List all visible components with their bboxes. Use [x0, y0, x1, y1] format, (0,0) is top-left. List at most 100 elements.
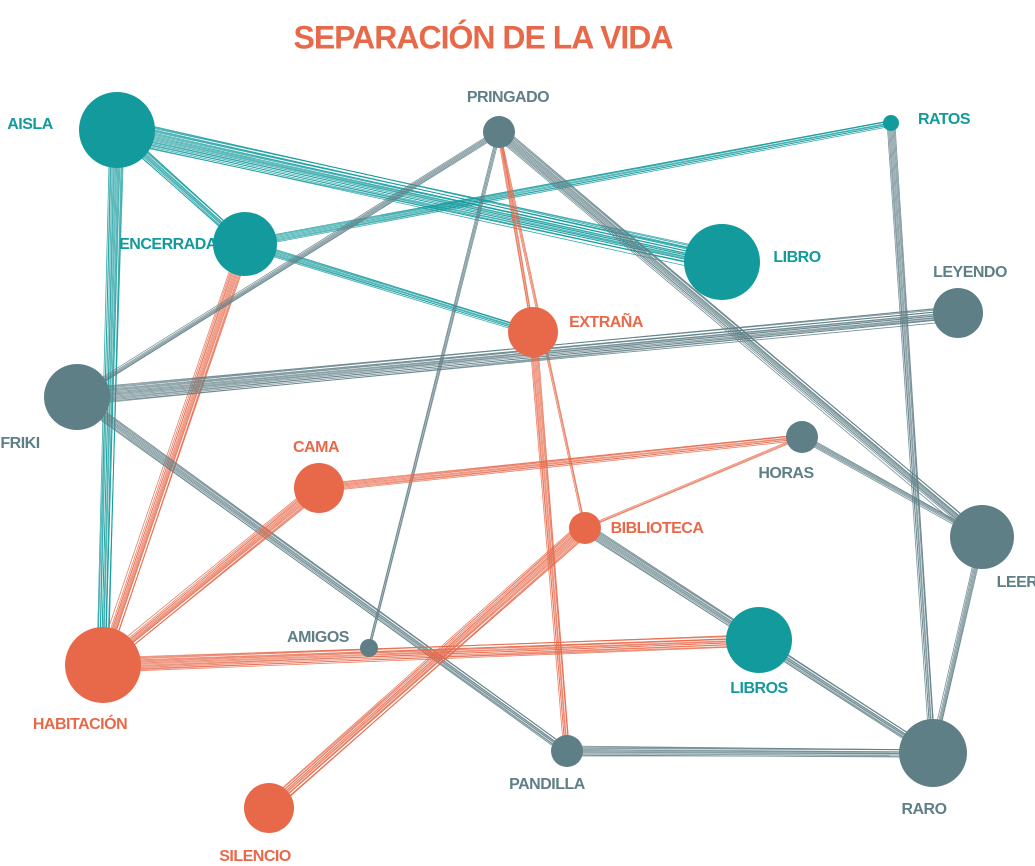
- edge-line: [801, 437, 983, 538]
- edge-line: [318, 434, 802, 486]
- edge-line: [103, 641, 760, 669]
- edge-line: [496, 134, 981, 540]
- edge-line: [272, 531, 589, 813]
- edge-line: [367, 131, 498, 648]
- edge-line: [567, 748, 934, 753]
- edge-line: [584, 435, 802, 528]
- edge-line: [566, 753, 933, 756]
- edge-line: [801, 438, 982, 539]
- edge-line: [75, 129, 498, 395]
- node: [786, 421, 818, 453]
- edge-line: [319, 438, 803, 492]
- edge-line: [76, 312, 958, 397]
- node-label: FRIKI: [0, 435, 39, 452]
- edge-line: [100, 242, 242, 665]
- edge-line: [532, 332, 567, 752]
- edge-line: [266, 523, 582, 806]
- edge-line: [932, 536, 982, 754]
- edge-line: [77, 313, 959, 400]
- edge-line: [102, 243, 245, 666]
- edge-line: [114, 140, 721, 270]
- edge-line: [319, 437, 803, 489]
- node: [244, 783, 294, 833]
- edge-line: [103, 645, 760, 673]
- edge-line: [100, 483, 317, 663]
- node: [684, 224, 760, 300]
- edge-line: [101, 486, 319, 665]
- edge-line: [77, 313, 959, 398]
- edge-line: [77, 133, 501, 399]
- edge-line: [101, 243, 244, 665]
- node-label: LEYENDO: [933, 264, 1007, 281]
- edge-line: [119, 118, 724, 256]
- edge-line: [929, 536, 980, 753]
- edge-line: [76, 131, 499, 398]
- node: [950, 505, 1014, 569]
- edge-line: [76, 309, 958, 395]
- edge-line: [266, 524, 583, 806]
- nodes: AISLA PRINGADO RATOS ENCERRADA LIBRO LEYENDO E…: [0, 89, 1035, 865]
- edge-line: [102, 487, 319, 666]
- edge-line: [77, 396, 568, 751]
- edge-line: [115, 134, 722, 266]
- node-label: HORAS: [758, 465, 814, 482]
- node-label: BIBLIOTECA: [611, 520, 705, 537]
- node-label: EXTRAÑA: [569, 311, 644, 331]
- node: [508, 307, 558, 357]
- edge-line: [77, 314, 959, 401]
- edge-line: [75, 398, 566, 754]
- edge-line: [101, 484, 317, 664]
- edge-line: [585, 437, 803, 529]
- edge-line: [369, 132, 500, 649]
- edge-line: [98, 483, 316, 661]
- edge-line: [116, 131, 722, 264]
- node: [44, 364, 110, 430]
- edge-line: [802, 435, 983, 537]
- edge-line: [245, 243, 534, 333]
- edge-line: [802, 436, 983, 537]
- title: SEPARACIÓN DE LA VIDA: [293, 19, 673, 55]
- node-label: PANDILLA: [509, 776, 586, 793]
- node: [899, 719, 967, 787]
- edge-line: [77, 395, 568, 751]
- edge-line: [77, 132, 500, 398]
- edge-line: [103, 643, 760, 672]
- edge-line: [114, 138, 721, 271]
- node: [483, 116, 515, 148]
- edge-line: [243, 247, 533, 336]
- edge-line: [933, 537, 984, 754]
- node: [213, 212, 277, 276]
- edge-line: [103, 642, 760, 670]
- node: [294, 463, 344, 513]
- node-label: LIBRO: [773, 249, 820, 266]
- edge-line: [103, 640, 760, 666]
- edge-line: [584, 436, 803, 529]
- edge-line: [77, 315, 959, 403]
- edge-line: [497, 132, 982, 539]
- node: [360, 639, 378, 657]
- edge-line: [102, 634, 759, 661]
- edge-line: [103, 244, 247, 666]
- edge-line: [369, 132, 501, 649]
- edge-line: [244, 246, 533, 334]
- edge-line: [76, 397, 567, 752]
- edge-line: [535, 331, 570, 751]
- node-label: AMIGOS: [287, 629, 350, 646]
- edge-line: [892, 122, 936, 753]
- edge-line: [98, 242, 241, 664]
- node: [65, 627, 141, 703]
- node: [726, 607, 792, 673]
- edge-line: [244, 244, 533, 333]
- edge-line: [566, 752, 933, 755]
- edge-line: [267, 525, 584, 808]
- edge-line: [102, 637, 759, 663]
- edge-line: [268, 527, 585, 808]
- edge-line: [319, 439, 803, 493]
- edge-line: [245, 242, 534, 331]
- edge-line: [567, 750, 934, 753]
- node: [551, 735, 583, 767]
- edge-line: [318, 434, 802, 487]
- edge-line: [890, 123, 933, 754]
- edge-line: [73, 400, 566, 754]
- edge-line: [103, 488, 321, 667]
